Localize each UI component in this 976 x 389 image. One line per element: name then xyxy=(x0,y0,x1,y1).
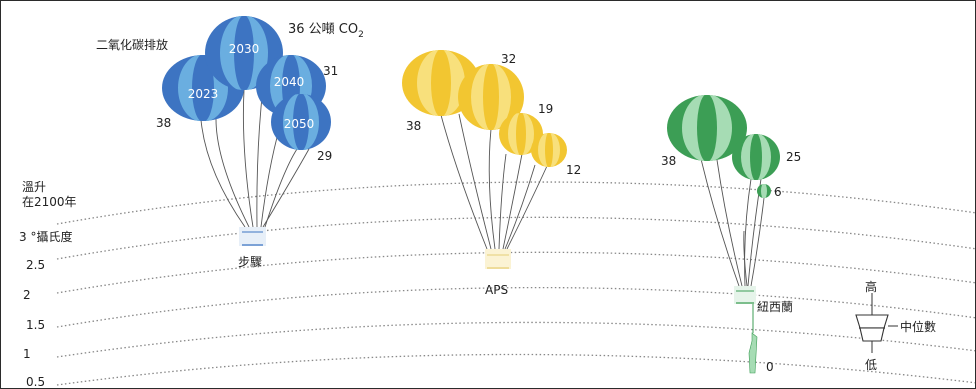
balloon-aps-32 xyxy=(458,64,524,130)
basket-nz xyxy=(734,286,756,304)
y-tick-2-5: 2.5 xyxy=(26,258,45,272)
balloon-label-2040: 2040 xyxy=(274,75,305,89)
balloon-label-2023: 2023 xyxy=(188,87,219,101)
value-aps-38: 38 xyxy=(406,119,421,133)
balloon-nz-25 xyxy=(732,134,780,180)
arc-2c xyxy=(56,251,975,294)
value-nz-38: 38 xyxy=(661,154,676,168)
emissions-title: 二氧化碳排放 xyxy=(96,37,168,52)
y-tick-1: 1 xyxy=(23,347,31,361)
arc-3c xyxy=(56,181,975,225)
y-tick-1-5: 1.5 xyxy=(26,318,45,332)
y-tick-3: 3 °攝氏度 xyxy=(19,229,72,244)
unit-label: 36 公噸 CO2 xyxy=(288,22,364,40)
group-steps: 2023 2030 2040 2050 xyxy=(162,16,331,246)
value-aps-32: 32 xyxy=(501,52,516,66)
basket-steps xyxy=(239,227,266,246)
legend-high: 高 xyxy=(865,279,877,294)
y-tick-0-5: 0.5 xyxy=(26,375,45,389)
strings xyxy=(200,86,310,228)
value-steps-2040: 31 xyxy=(323,64,338,78)
balloon-label-2050: 2050 xyxy=(284,117,315,131)
legend-median: 中位數 xyxy=(900,319,936,334)
balloon-nz-6 xyxy=(757,184,771,198)
temperature-arcs xyxy=(56,181,975,386)
group-nz xyxy=(667,95,780,374)
balloon-2050 xyxy=(271,94,331,150)
value-nz-0: 0 xyxy=(766,360,774,374)
legend-low: 低 xyxy=(865,358,877,372)
value-steps-2023: 38 xyxy=(156,116,171,130)
value-nz-6: 6 xyxy=(774,185,782,199)
nz-drop-line xyxy=(748,304,758,374)
value-steps-2050: 29 xyxy=(317,149,332,163)
group-name-steps: 步驟 xyxy=(238,255,262,269)
strings xyxy=(440,113,548,250)
arc-2-5c xyxy=(56,216,975,260)
group-name-aps: APS xyxy=(485,283,508,297)
balloon-nz-38 xyxy=(667,95,747,161)
value-aps-19: 19 xyxy=(538,102,553,116)
arc-1c xyxy=(56,321,975,358)
basket-aps xyxy=(485,249,511,269)
balloon-label-2030: 2030 xyxy=(229,42,260,56)
value-aps-12: 12 xyxy=(566,163,581,177)
arc-1-5c xyxy=(56,286,975,328)
y-axis-title-line1: 溫升 xyxy=(22,180,46,194)
value-nz-25: 25 xyxy=(786,150,801,164)
y-axis-title-line2: 在2100年 xyxy=(22,195,77,209)
group-aps xyxy=(402,50,567,269)
range-legend xyxy=(855,293,898,353)
balloon-aps-12 xyxy=(531,133,567,167)
y-tick-2: 2 xyxy=(23,288,31,302)
group-name-nz: 紐西蘭 xyxy=(757,300,793,314)
arc-0-5c xyxy=(56,353,975,386)
